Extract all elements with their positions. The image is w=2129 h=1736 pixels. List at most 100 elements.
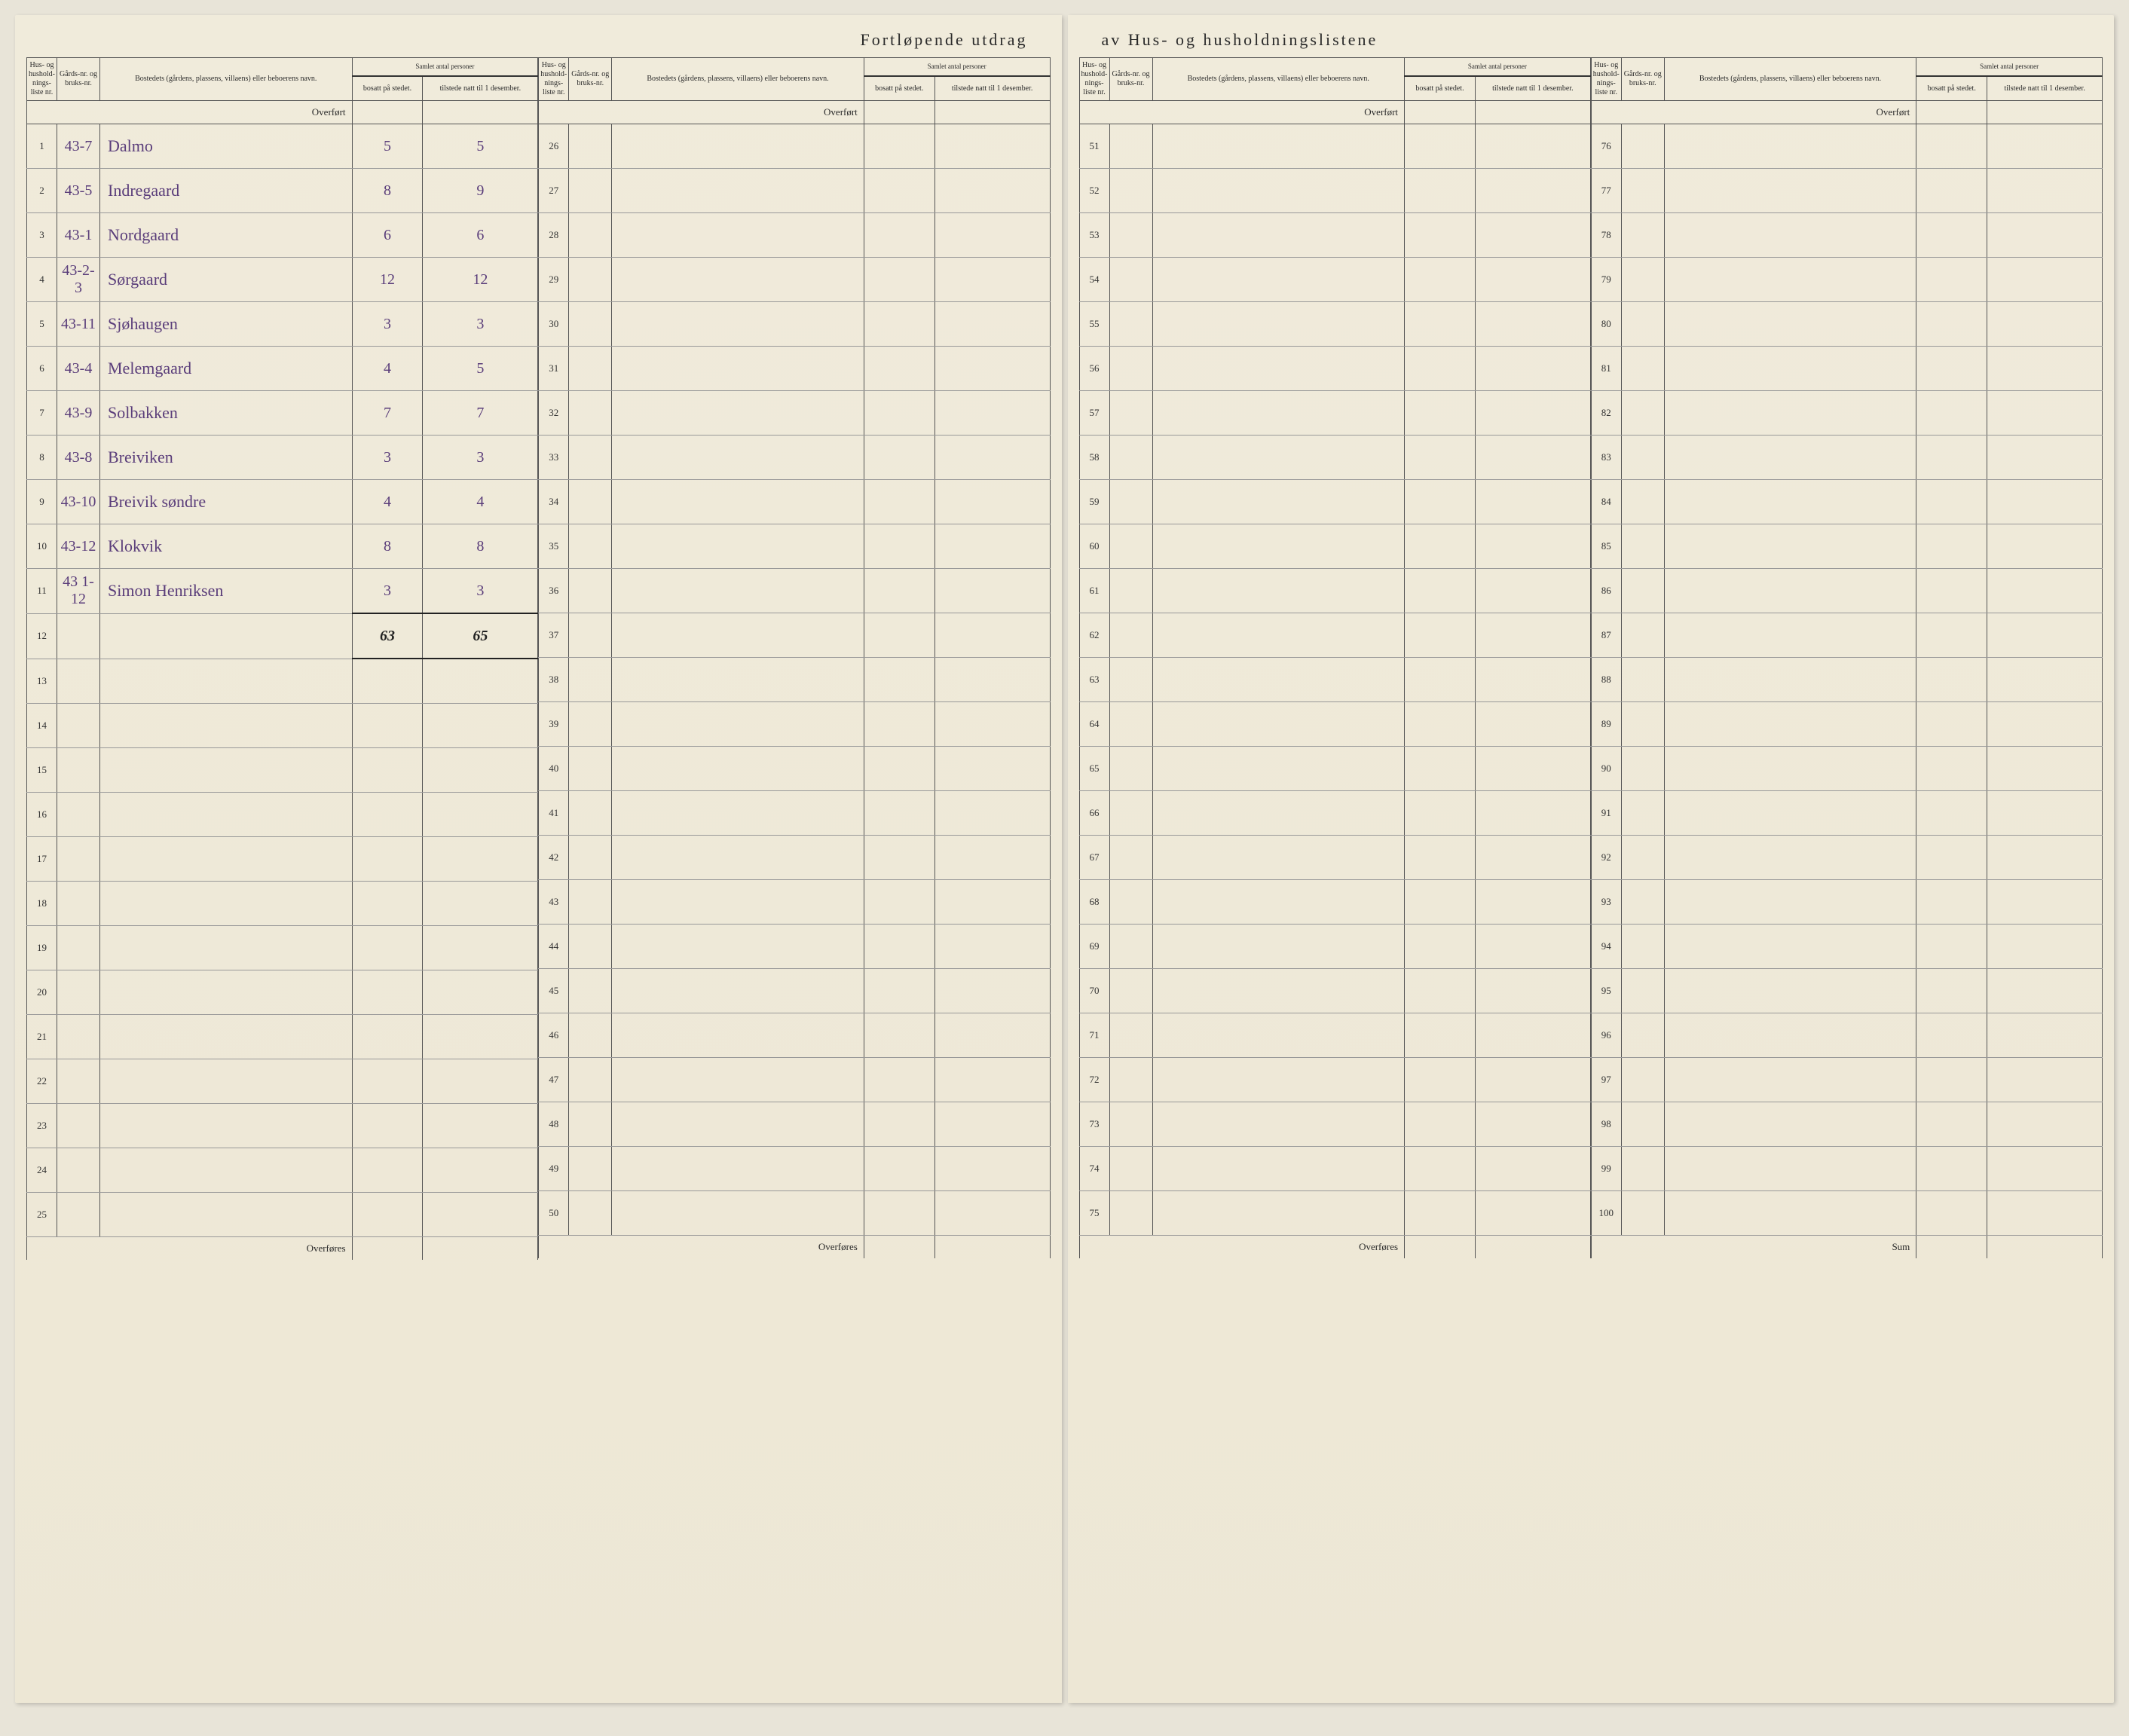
- gaard-nr: 43-2-3: [57, 258, 100, 302]
- overfores-row: Overføres: [27, 1237, 538, 1261]
- table-row: 20: [27, 970, 538, 1015]
- gaard-nr: 43-12: [57, 524, 100, 569]
- row-index: 85: [1591, 524, 1621, 569]
- row-index: 16: [27, 793, 57, 837]
- row-index: 63: [1079, 658, 1109, 702]
- overfort-label: Overført: [1591, 101, 1916, 124]
- ledger-table-2: Hus- og hushold-nings-liste nr. Gårds-nr…: [538, 57, 1050, 1258]
- gaard-nr: 43-10: [57, 480, 100, 524]
- table-row: 86: [1591, 569, 2102, 613]
- table-row: 44: [539, 925, 1050, 969]
- th-samlet: Samlet antal personer: [1916, 58, 2103, 77]
- row-index: 15: [27, 748, 57, 793]
- row-index: 88: [1591, 658, 1621, 702]
- row-index: 4: [27, 258, 57, 302]
- gaard-nr: 43-7: [57, 124, 100, 169]
- row-index: 32: [539, 391, 569, 436]
- table-row: 91: [1591, 791, 2102, 836]
- row-index: 19: [27, 926, 57, 970]
- row-index: 77: [1591, 169, 1621, 213]
- th-tilstede: tilstede natt til 1 desember.: [423, 76, 538, 100]
- row-index: 40: [539, 747, 569, 791]
- table-row: 71: [1079, 1013, 1590, 1058]
- th-samlet: Samlet antal personer: [864, 58, 1050, 77]
- overfort-tilstede: [934, 101, 1050, 124]
- overfores-tilstede: [1987, 1236, 2103, 1259]
- table-row: 80: [1591, 302, 2102, 347]
- row-index: 78: [1591, 213, 1621, 258]
- tilstede-value: 9: [423, 169, 538, 213]
- table-row: 56: [1079, 347, 1590, 391]
- row-index: 55: [1079, 302, 1109, 347]
- table-row: 31: [539, 347, 1050, 391]
- row-index: 56: [1079, 347, 1109, 391]
- overfort-tilstede: [1987, 101, 2103, 124]
- row-index: 83: [1591, 436, 1621, 480]
- table-row: 41: [539, 791, 1050, 836]
- overfort-tilstede: [423, 101, 538, 124]
- th-gaard-nr: Gårds-nr. og bruks-nr.: [569, 58, 612, 101]
- section-1: Hus- og hushold-nings-liste nr. Gårds-nr…: [26, 57, 538, 1260]
- th-bosatt: bosatt på stedet.: [1405, 76, 1476, 100]
- row-index: 100: [1591, 1191, 1621, 1236]
- bosted-name: Sørgaard: [100, 258, 353, 302]
- table-row: 81: [1591, 347, 2102, 391]
- row-index: 7: [27, 391, 57, 436]
- table-row: 74: [1079, 1147, 1590, 1191]
- bosted-name: Melemgaard: [100, 347, 353, 391]
- table-row: 93: [1591, 880, 2102, 925]
- overfores-bosatt: [1405, 1236, 1476, 1259]
- bosted-name: Sjøhaugen: [100, 302, 353, 347]
- row-index: 45: [539, 969, 569, 1013]
- overfort-tilstede: [1475, 101, 1590, 124]
- table-row: 27: [539, 169, 1050, 213]
- overfores-row: Overføres: [1079, 1236, 1590, 1259]
- tilstede-value: 4: [423, 480, 538, 524]
- gaard-nr: 43-1: [57, 213, 100, 258]
- table-row: 90: [1591, 747, 2102, 791]
- table-row: 73: [1079, 1102, 1590, 1147]
- overfores-label: Sum: [1591, 1236, 1916, 1259]
- th-samlet: Samlet antal personer: [352, 58, 538, 77]
- row-index: 44: [539, 925, 569, 969]
- tilstede-value: 12: [423, 258, 538, 302]
- overfores-bosatt: [1916, 1236, 1987, 1259]
- title-right: av Hus- og husholdningslistene: [1079, 30, 2103, 50]
- row-index: 14: [27, 704, 57, 748]
- table-row: 643-4Melemgaard45: [27, 347, 538, 391]
- table-row: 63: [1079, 658, 1590, 702]
- table-row: 61: [1079, 569, 1590, 613]
- table-row: 58: [1079, 436, 1590, 480]
- table-row: 62: [1079, 613, 1590, 658]
- th-gaard-nr: Gårds-nr. og bruks-nr.: [1621, 58, 1664, 101]
- tilstede-value: 3: [423, 436, 538, 480]
- row-index: 3: [27, 213, 57, 258]
- overfores-label: Overføres: [539, 1236, 864, 1259]
- row-index: 95: [1591, 969, 1621, 1013]
- table-row: 82: [1591, 391, 2102, 436]
- table-row: 54: [1079, 258, 1590, 302]
- table-row: 13: [27, 659, 538, 704]
- table-row: 42: [539, 836, 1050, 880]
- th-liste-nr: Hus- og hushold-nings-liste nr.: [1079, 58, 1109, 101]
- row-index: 71: [1079, 1013, 1109, 1058]
- row-index: 89: [1591, 702, 1621, 747]
- row-index: 74: [1079, 1147, 1109, 1191]
- row-index: 75: [1079, 1191, 1109, 1236]
- table-row: 69: [1079, 925, 1590, 969]
- bosatt-value: 8: [352, 524, 423, 569]
- table-row: 83: [1591, 436, 2102, 480]
- table-row: 30: [539, 302, 1050, 347]
- total-row: 126365: [27, 613, 538, 659]
- bosatt-value: 4: [352, 480, 423, 524]
- table-row: 36: [539, 569, 1050, 613]
- table-row: 92: [1591, 836, 2102, 880]
- table-row: 50: [539, 1191, 1050, 1236]
- table-row: 60: [1079, 524, 1590, 569]
- row-index: 24: [27, 1148, 57, 1193]
- th-bosatt: bosatt på stedet.: [1916, 76, 1987, 100]
- table-row: 45: [539, 969, 1050, 1013]
- table-row: 35: [539, 524, 1050, 569]
- table-row: 43: [539, 880, 1050, 925]
- row-index: 26: [539, 124, 569, 169]
